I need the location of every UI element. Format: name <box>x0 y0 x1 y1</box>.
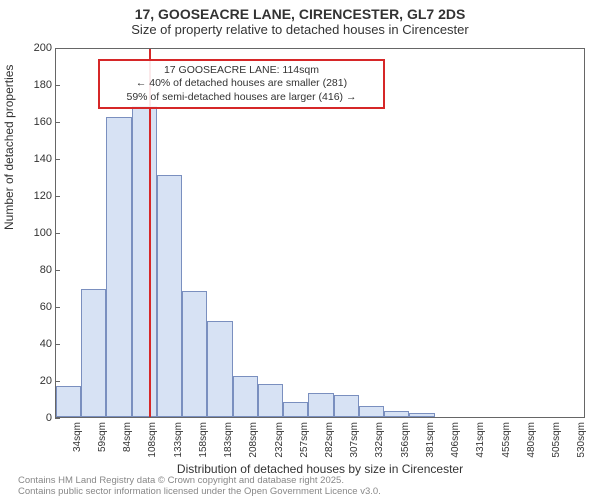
y-tick-mark <box>55 122 60 123</box>
plot-area: 17 GOOSEACRE LANE: 114sqm← 40% of detach… <box>55 48 585 418</box>
y-tick-label: 0 <box>12 412 52 424</box>
x-tick-label: 505sqm <box>551 422 562 458</box>
histogram-bar <box>334 395 359 417</box>
x-tick-label: 381sqm <box>425 422 436 458</box>
x-axis-label: Distribution of detached houses by size … <box>55 462 585 476</box>
x-tick-label: 480sqm <box>526 422 537 458</box>
x-tick-label: 208sqm <box>248 422 259 458</box>
x-tick-label: 84sqm <box>122 422 133 452</box>
histogram-bar <box>308 393 333 417</box>
annotation-line: 17 GOOSEACRE LANE: 114sqm <box>106 64 376 77</box>
x-tick-label: 356sqm <box>400 422 411 458</box>
x-tick-label: 530sqm <box>576 422 587 458</box>
y-tick-mark <box>55 196 60 197</box>
x-tick-label: 183sqm <box>223 422 234 458</box>
annotation-line: ← 40% of detached houses are smaller (28… <box>106 77 376 90</box>
y-tick-mark <box>55 233 60 234</box>
x-tick-label: 59sqm <box>97 422 108 452</box>
x-tick-label: 133sqm <box>173 422 184 458</box>
histogram-bar <box>384 411 409 417</box>
chart-title: 17, GOOSEACRE LANE, CIRENCESTER, GL7 2DS <box>0 0 600 22</box>
histogram-bar <box>132 106 157 417</box>
histogram-bar <box>283 402 308 417</box>
y-tick-label: 200 <box>12 42 52 54</box>
x-tick-label: 158sqm <box>198 422 209 458</box>
y-tick-mark <box>55 85 60 86</box>
histogram-bar <box>157 175 182 417</box>
histogram-bar <box>233 376 258 417</box>
y-tick-label: 180 <box>12 79 52 91</box>
y-tick-label: 140 <box>12 153 52 165</box>
y-tick-mark <box>55 159 60 160</box>
y-tick-mark <box>55 344 60 345</box>
x-tick-label: 257sqm <box>299 422 310 458</box>
y-tick-label: 60 <box>12 301 52 313</box>
x-tick-label: 406sqm <box>450 422 461 458</box>
x-tick-label: 232sqm <box>274 422 285 458</box>
x-tick-label: 108sqm <box>147 422 158 458</box>
y-tick-label: 160 <box>12 116 52 128</box>
y-tick-mark <box>55 270 60 271</box>
x-tick-label: 455sqm <box>501 422 512 458</box>
y-tick-mark <box>55 418 60 419</box>
x-tick-label: 332sqm <box>374 422 385 458</box>
histogram-bar <box>182 291 207 417</box>
x-tick-label: 282sqm <box>324 422 335 458</box>
y-tick-label: 120 <box>12 190 52 202</box>
y-tick-mark <box>55 48 60 49</box>
y-tick-label: 20 <box>12 375 52 387</box>
footer-line-2: Contains public sector information licen… <box>18 487 381 498</box>
histogram-bar <box>81 289 106 417</box>
y-tick-label: 40 <box>12 338 52 350</box>
chart-subtitle: Size of property relative to detached ho… <box>0 22 600 41</box>
x-tick-label: 431sqm <box>475 422 486 458</box>
histogram-bar <box>207 321 232 417</box>
y-tick-label: 100 <box>12 227 52 239</box>
x-tick-label: 34sqm <box>72 422 83 452</box>
histogram-bar <box>258 384 283 417</box>
histogram-bar <box>106 117 131 417</box>
x-tick-label: 307sqm <box>349 422 360 458</box>
annotation-line: 59% of semi-detached houses are larger (… <box>106 91 376 104</box>
footer-attribution: Contains HM Land Registry data © Crown c… <box>18 476 381 498</box>
y-tick-label: 80 <box>12 264 52 276</box>
histogram-bar <box>409 413 434 417</box>
y-tick-mark <box>55 307 60 308</box>
histogram-bar <box>359 406 384 417</box>
y-tick-mark <box>55 381 60 382</box>
annotation-box: 17 GOOSEACRE LANE: 114sqm← 40% of detach… <box>98 59 384 108</box>
histogram-bar <box>56 386 81 417</box>
